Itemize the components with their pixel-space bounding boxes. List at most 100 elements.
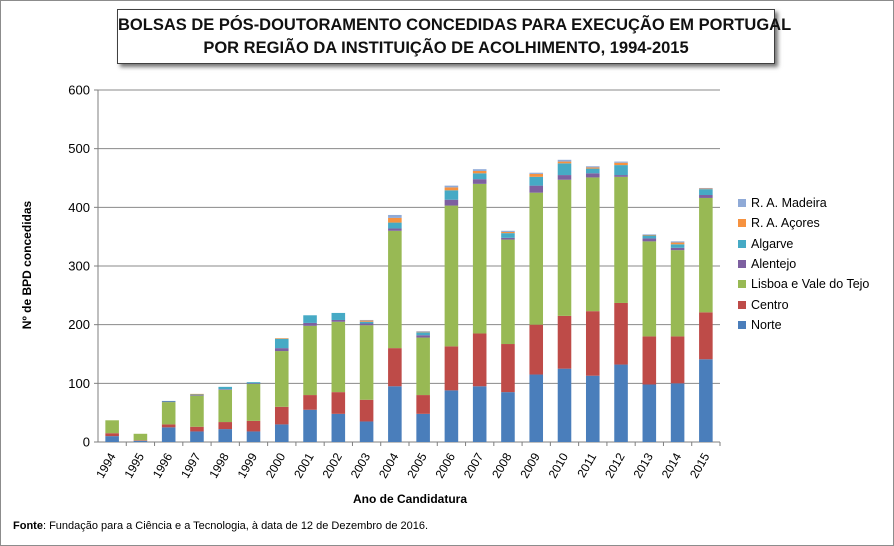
bar-segment bbox=[388, 348, 402, 387]
legend-label: Lisboa e Vale do Tejo bbox=[751, 277, 870, 292]
bar-segment bbox=[699, 188, 713, 190]
bar-segment bbox=[161, 427, 176, 442]
bar-segment bbox=[331, 392, 346, 414]
bar-segment bbox=[501, 231, 515, 234]
bar-segment bbox=[359, 399, 374, 422]
bar-segment bbox=[218, 429, 233, 442]
bar-segment bbox=[331, 413, 346, 442]
bar-segment bbox=[642, 336, 657, 385]
bar-segment bbox=[416, 331, 430, 333]
bar-segment bbox=[303, 322, 317, 326]
bar-segment bbox=[670, 250, 685, 337]
legend-item: R. A. Açores bbox=[738, 213, 869, 233]
bar-segment bbox=[472, 386, 487, 442]
bar-segment bbox=[699, 197, 713, 313]
bar-segment bbox=[246, 383, 261, 384]
bar-segment bbox=[472, 179, 487, 184]
source-note: Fonte: Fundação para a Ciência e a Tecno… bbox=[13, 520, 428, 532]
bar-segment bbox=[303, 325, 317, 396]
bar-segment bbox=[699, 187, 713, 189]
bar-segment bbox=[331, 312, 346, 320]
y-tick-label: 200 bbox=[68, 317, 90, 332]
legend-swatch bbox=[738, 260, 746, 269]
bar-segment bbox=[105, 420, 119, 434]
bar-segment bbox=[444, 187, 459, 191]
x-tick-label: 1999 bbox=[235, 450, 261, 480]
bar-segment bbox=[472, 183, 487, 334]
legend-swatch bbox=[738, 199, 746, 208]
bar-segment bbox=[303, 395, 317, 410]
legend-swatch bbox=[738, 320, 746, 329]
legend-item: Lisboa e Vale do Tejo bbox=[738, 274, 869, 294]
x-tick-label: 1996 bbox=[150, 450, 176, 480]
bar-segment bbox=[444, 346, 459, 391]
bar-segment bbox=[303, 315, 317, 323]
legend-label: R. A. Madeira bbox=[751, 196, 827, 211]
bar-segment bbox=[359, 323, 374, 326]
bar-segment bbox=[557, 161, 572, 164]
bar-segment bbox=[699, 195, 713, 198]
bar-segment bbox=[133, 440, 148, 442]
bar-segment bbox=[585, 311, 600, 376]
bar-segment bbox=[331, 321, 346, 393]
x-tick-label: 2004 bbox=[376, 450, 402, 480]
x-tick-label: 2000 bbox=[263, 450, 289, 480]
chart-title-line-1: BOLSAS DE PÓS-DOUTORAMENTO CONCEDIDAS PA… bbox=[118, 16, 792, 34]
bar-segment bbox=[444, 190, 459, 200]
legend-swatch bbox=[738, 300, 746, 309]
bar-segment bbox=[557, 175, 572, 180]
bar-segment bbox=[246, 383, 261, 421]
y-tick-label: 400 bbox=[68, 200, 90, 215]
x-tick-label: 2012 bbox=[602, 450, 628, 480]
bar-segment bbox=[388, 230, 402, 349]
y-tick-label: 100 bbox=[68, 376, 90, 391]
legend-label: Alentejo bbox=[751, 257, 797, 272]
bar-segment bbox=[190, 431, 204, 442]
bar-segment bbox=[585, 167, 600, 169]
bar-segment bbox=[388, 228, 402, 231]
bar-segment bbox=[416, 337, 430, 396]
bar-segment bbox=[614, 302, 628, 365]
bar-segment bbox=[642, 234, 657, 236]
bar-segment bbox=[614, 364, 628, 442]
bar-segment bbox=[359, 325, 374, 400]
x-tick-label: 1995 bbox=[122, 450, 148, 480]
bar-segment bbox=[529, 172, 544, 174]
x-tick-label: 2006 bbox=[433, 450, 459, 480]
bar-segment bbox=[359, 320, 374, 322]
bar-segment bbox=[359, 421, 374, 442]
x-tick-label: 1997 bbox=[178, 450, 204, 480]
bar-segment bbox=[190, 395, 204, 396]
bar-segment bbox=[501, 233, 515, 238]
bar-segment bbox=[190, 395, 204, 427]
chart-legend: R. A. Madeira R. A. Açores Algarve Alentejo… bbox=[738, 193, 869, 335]
bar-segment bbox=[501, 392, 515, 442]
bar-segment bbox=[218, 389, 233, 390]
bar-segment bbox=[472, 169, 487, 171]
bar-segment bbox=[472, 170, 487, 174]
bar-segment bbox=[218, 422, 233, 430]
y-tick-label: 300 bbox=[68, 259, 90, 274]
bar-segment bbox=[501, 239, 515, 345]
x-tick-label: 2003 bbox=[348, 450, 374, 480]
bar-segment bbox=[670, 383, 685, 442]
bar-segment bbox=[416, 331, 430, 332]
bar-segment bbox=[444, 199, 459, 206]
bar-segment bbox=[670, 241, 685, 243]
bar-segment bbox=[388, 217, 402, 223]
bar-segment bbox=[585, 173, 600, 178]
bar-segment bbox=[444, 205, 459, 347]
bar-segment bbox=[585, 168, 600, 174]
x-tick-label: 2005 bbox=[404, 450, 430, 480]
bar-segment bbox=[529, 374, 544, 442]
bar-segment bbox=[161, 402, 176, 425]
x-tick-label: 1998 bbox=[206, 450, 232, 480]
bar-segment bbox=[670, 336, 685, 384]
y-axis-label: Nº de BPD concedidas bbox=[20, 200, 34, 330]
bar-segment bbox=[331, 319, 346, 322]
source-text: : Fundação para a Ciência e a Tecnologia… bbox=[42, 520, 429, 532]
bar-segment bbox=[161, 401, 176, 403]
legend-swatch bbox=[738, 219, 746, 228]
x-tick-label: 2014 bbox=[659, 450, 685, 480]
bar-segment bbox=[303, 409, 317, 442]
